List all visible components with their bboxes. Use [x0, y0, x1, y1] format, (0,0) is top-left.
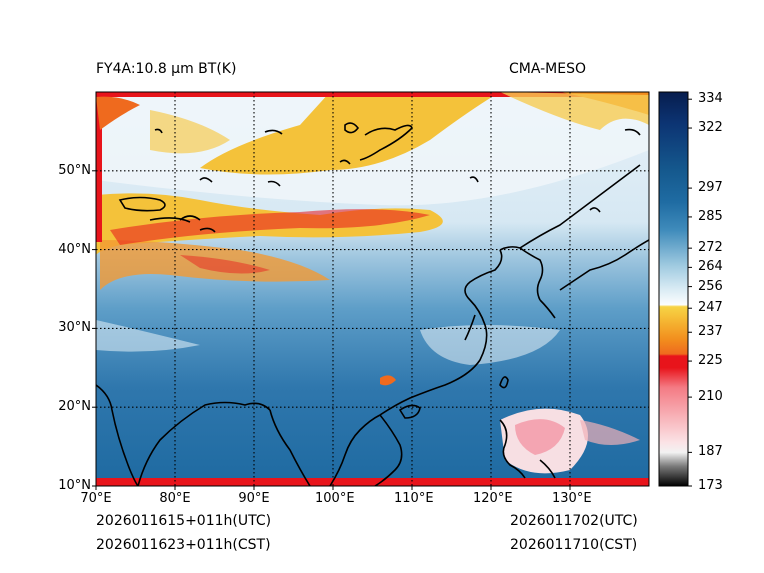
colorbar-label: 210: [698, 389, 723, 405]
lat-label: 40°N: [58, 241, 91, 257]
lon-label: 110°E: [394, 491, 434, 506]
map-frame: [95, 91, 650, 487]
issue-time-cst: 2026011623+011h(CST): [96, 537, 271, 553]
colorbar-ticks: [688, 98, 692, 487]
colorbar-label: 264: [698, 259, 723, 275]
colorbar-label: 247: [698, 300, 723, 316]
colorbar-label: 256: [698, 278, 723, 294]
colorbar-label: 225: [698, 353, 723, 369]
graticule: [96, 92, 649, 486]
lon-label: 120°E: [473, 491, 513, 506]
colorbar-label: 297: [698, 180, 723, 196]
issue-time-utc: 2026011615+011h(UTC): [96, 513, 272, 529]
colorbar-label: 237: [698, 324, 723, 340]
colorbar-label: 334: [698, 91, 723, 107]
colorbar-label: 187: [698, 444, 723, 460]
axis-ticks: [92, 170, 571, 490]
lon-label: 90°E: [238, 491, 270, 506]
colorbar-label: 322: [698, 120, 723, 136]
model-name: CMA-MESO: [509, 61, 587, 77]
valid-time-utc: 2026011702(UTC): [510, 513, 638, 529]
lat-label: 20°N: [58, 399, 91, 415]
colorbar-label: 285: [698, 208, 723, 224]
colorbar-label: 272: [698, 240, 723, 256]
lat-label: 50°N: [58, 162, 91, 178]
lon-label: 80°E: [159, 491, 191, 506]
lat-label: 30°N: [58, 320, 91, 336]
lon-label: 100°E: [315, 491, 355, 506]
map-title: FY4A:10.8 µm BT(K): [96, 61, 237, 77]
lat-label: 10°N: [58, 478, 91, 493]
coastline: [96, 122, 649, 486]
colorbar-label: 173: [698, 478, 723, 493]
valid-time-cst: 2026011710(CST): [510, 537, 638, 553]
colorbar: [658, 91, 689, 487]
satellite-image: [96, 92, 649, 486]
lon-label: 70°E: [80, 491, 112, 506]
lon-label: 130°E: [552, 491, 592, 506]
